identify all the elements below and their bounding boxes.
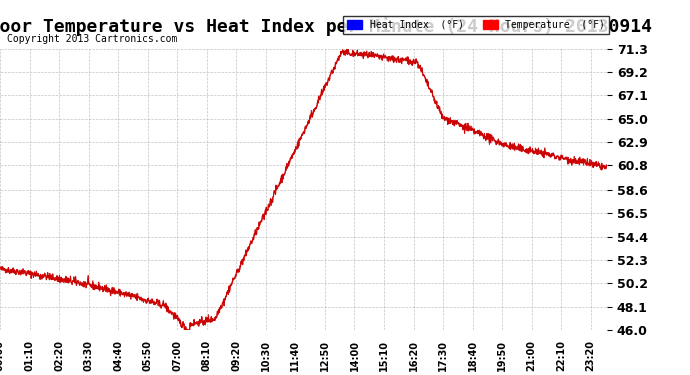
Text: Outdoor Temperature vs Heat Index per Minute (24 Hours) 20130914: Outdoor Temperature vs Heat Index per Mi…	[0, 17, 651, 36]
Legend: Heat Index  (°F), Temperature  (°F): Heat Index (°F), Temperature (°F)	[344, 16, 609, 34]
Text: Copyright 2013 Cartronics.com: Copyright 2013 Cartronics.com	[7, 34, 177, 44]
